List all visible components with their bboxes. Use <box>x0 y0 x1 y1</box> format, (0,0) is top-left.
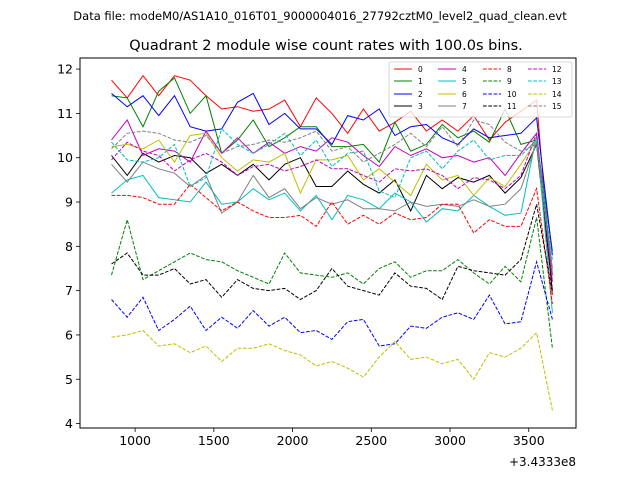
x-offset-label: +3.4333e8 <box>509 455 576 469</box>
plot-frame <box>79 57 577 429</box>
legend-label-7: 7 <box>462 102 467 111</box>
series-line-11 <box>111 204 553 301</box>
series-line-10 <box>111 259 553 347</box>
x-tick-label: 1000 <box>119 433 151 448</box>
y-tick-label: 7 <box>65 283 73 298</box>
series-line-6 <box>111 132 553 273</box>
series-line-14 <box>111 329 553 411</box>
series-line-13 <box>111 127 553 260</box>
x-tick-label: 1500 <box>198 433 230 448</box>
legend-label-6: 6 <box>462 90 467 99</box>
y-tick-label: 10 <box>57 150 73 165</box>
series-line-2 <box>111 92 553 256</box>
x-tick-label: 3500 <box>513 433 545 448</box>
legend-label-14: 14 <box>552 90 562 99</box>
y-tick-label: 9 <box>65 195 73 210</box>
legend-label-13: 13 <box>552 77 562 86</box>
x-tick-label: 3000 <box>434 433 466 448</box>
series-line-12 <box>111 133 553 276</box>
x-tick-label: 2500 <box>355 433 387 448</box>
y-tick-label: 6 <box>65 327 73 342</box>
legend-label-15: 15 <box>552 102 562 111</box>
series-line-9 <box>111 217 553 349</box>
series-line-3 <box>111 142 553 291</box>
x-tick-label: 2000 <box>277 433 309 448</box>
series-line-0 <box>111 74 553 296</box>
series-line-15 <box>111 119 553 273</box>
series-line-4 <box>111 119 553 282</box>
legend-label-2: 2 <box>418 90 423 99</box>
series-line-1 <box>111 77 553 251</box>
y-axis: 4 5 6 7 8 9 10 11 12 <box>57 62 80 431</box>
y-tick-label: 4 <box>65 416 73 431</box>
y-tick-label: 8 <box>65 239 73 254</box>
x-axis: 1000 1500 2000 2500 3000 3500 <box>119 428 545 448</box>
y-tick-label: 5 <box>65 372 73 387</box>
legend-label-9: 9 <box>507 77 512 86</box>
legend-label-1: 1 <box>418 77 423 86</box>
series-line-8 <box>111 183 553 304</box>
legend-label-12: 12 <box>552 65 562 74</box>
legend-label-4: 4 <box>462 65 467 74</box>
series-line-7 <box>111 142 553 269</box>
legend-label-11: 11 <box>507 102 517 111</box>
y-tick-label: 11 <box>57 106 73 121</box>
file-label: Data file: modeM0/AS1A10_016T01_90000040… <box>73 9 567 23</box>
legend-label-3: 3 <box>418 102 423 111</box>
legend-box <box>388 61 573 118</box>
legend-label-5: 5 <box>462 77 467 86</box>
legend-label-0: 0 <box>418 65 423 74</box>
y-tick-label: 12 <box>57 62 73 77</box>
legend-label-8: 8 <box>507 65 512 74</box>
chart-title: Quadrant 2 module wise count rates with … <box>129 38 523 54</box>
series-line-5 <box>111 135 553 313</box>
plot-lines <box>111 74 553 411</box>
legend-label-10: 10 <box>507 90 517 99</box>
